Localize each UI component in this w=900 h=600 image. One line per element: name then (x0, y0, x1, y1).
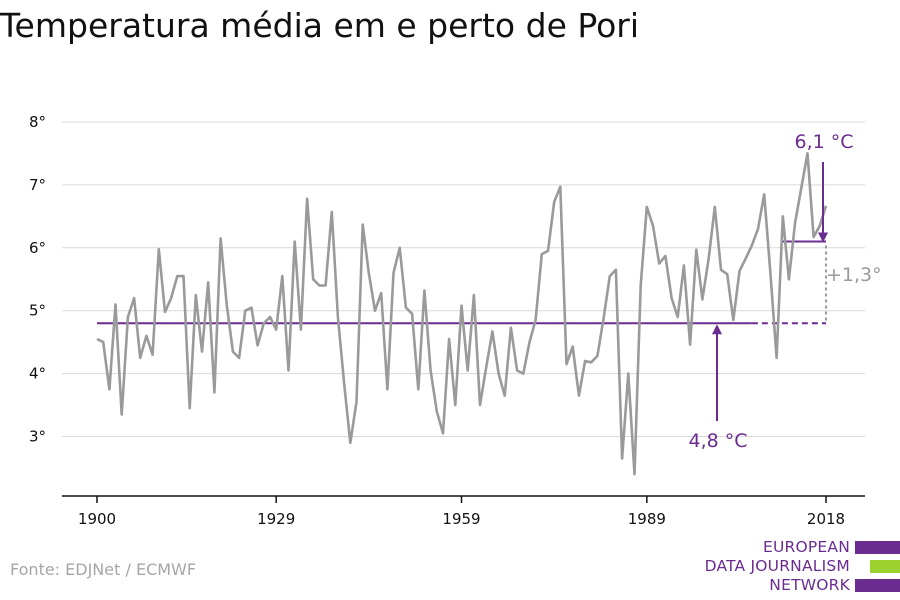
logo-line-3: NETWORK (769, 576, 850, 594)
x-tick-label-1959: 1959 (442, 510, 480, 528)
delta-label: +1,3° (826, 264, 882, 286)
y-tick-label-4: 4° (29, 365, 46, 383)
logo-bar-2 (870, 560, 900, 573)
y-tick-label-7: 7° (29, 176, 46, 194)
logo-line-2: DATA JOURNALISM (704, 557, 850, 575)
y-tick-label-3: 3° (29, 428, 46, 446)
y-tick-label-6: 6° (29, 239, 46, 257)
edjnet-logo[interactable]: EUROPEAN DATA JOURNALISM NETWORK (700, 538, 900, 594)
logo-bar-3 (855, 579, 900, 592)
chart-title: Temperatura média em e perto de Pori (0, 6, 640, 45)
x-tick-label-1989: 1989 (628, 510, 666, 528)
source-credit: Fonte: EDJNet / ECMWF (10, 560, 197, 579)
temperature-series-line (96, 152, 828, 476)
recent-mean-label: 6,1 °C (794, 131, 853, 153)
x-tick-label-2018: 2018 (807, 510, 845, 528)
x-tick-label-1900: 1900 (78, 510, 116, 528)
x-tick-label-1929: 1929 (257, 510, 295, 528)
baseline-mean-label: 4,8 °C (688, 430, 747, 452)
logo-line-1: EUROPEAN (762, 538, 850, 556)
y-tick-label-8: 8° (29, 113, 46, 131)
y-tick-label-5: 5° (29, 302, 46, 320)
logo-bar-1 (855, 541, 900, 554)
